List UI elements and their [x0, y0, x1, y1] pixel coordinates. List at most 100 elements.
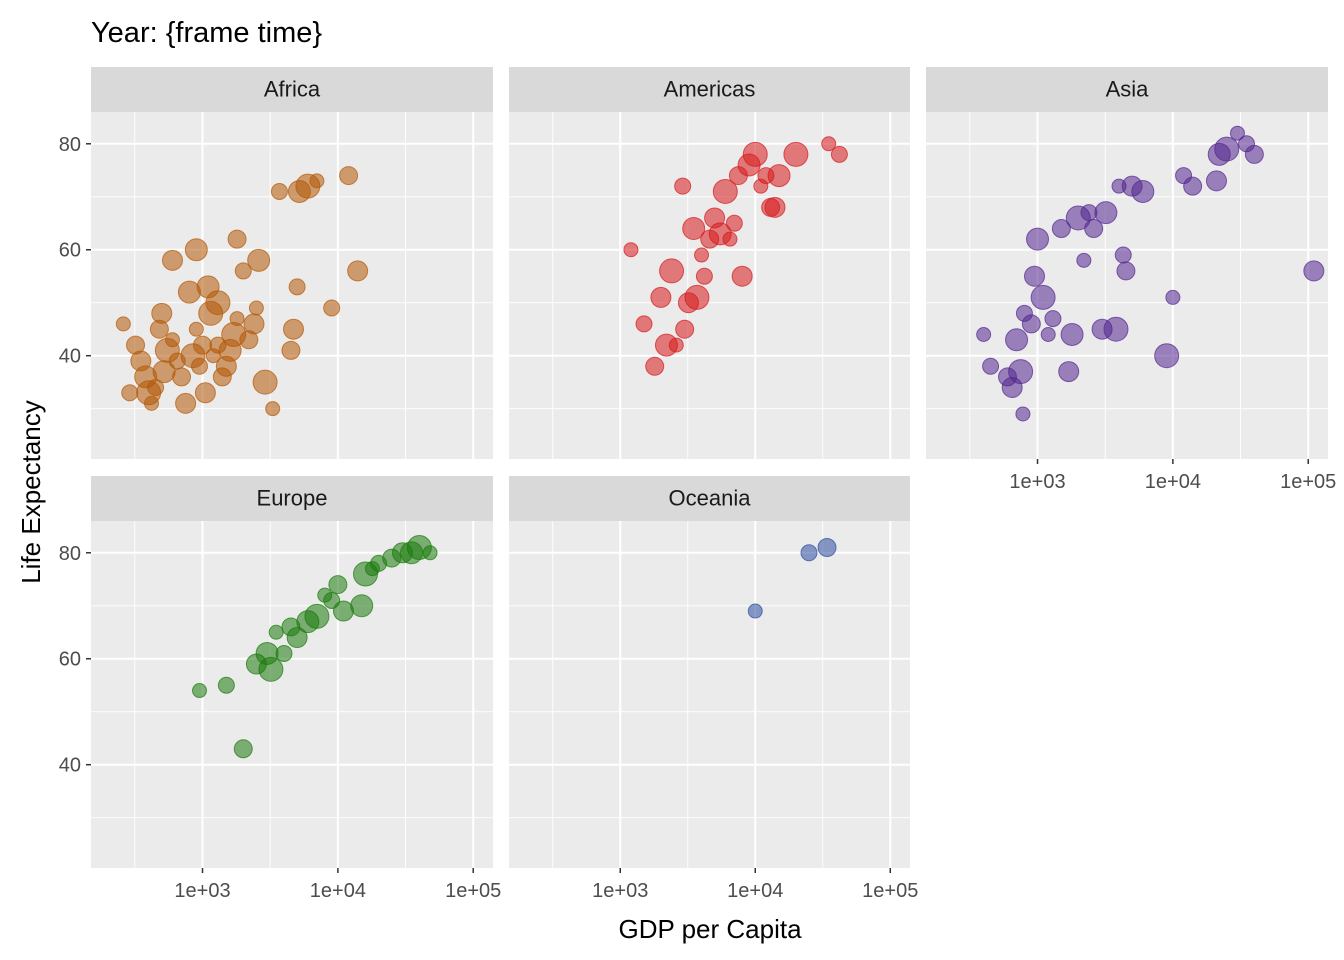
- data-point: [1131, 179, 1155, 203]
- data-point: [747, 603, 763, 619]
- data-point: [684, 284, 710, 310]
- data-point: [1060, 323, 1084, 347]
- data-point: [1015, 406, 1031, 422]
- data-point: [243, 313, 265, 335]
- facet-europe: Europe: [91, 476, 493, 868]
- data-point: [275, 644, 293, 662]
- facet-label-asia: Asia: [1106, 77, 1150, 102]
- data-point: [694, 247, 710, 263]
- data-point: [830, 145, 848, 163]
- points-africa: [115, 166, 369, 417]
- data-point: [1040, 327, 1056, 343]
- data-point: [309, 173, 325, 189]
- data-point: [328, 575, 348, 595]
- data-point: [722, 231, 738, 247]
- data-point: [1084, 219, 1104, 239]
- data-point: [1303, 260, 1325, 282]
- data-point: [682, 217, 706, 241]
- data-point: [323, 299, 341, 317]
- facet-asia: Asia: [926, 67, 1328, 459]
- data-point: [1005, 328, 1029, 352]
- data-point: [281, 340, 301, 360]
- data-point: [147, 378, 165, 396]
- data-point: [767, 164, 791, 188]
- data-point: [1044, 310, 1062, 328]
- data-point: [172, 367, 192, 387]
- data-point: [742, 141, 768, 167]
- data-point: [217, 676, 235, 694]
- data-point: [347, 260, 369, 282]
- data-point: [1244, 144, 1264, 164]
- x-tick-label: 1e+04: [310, 880, 366, 902]
- data-point: [350, 594, 374, 618]
- data-point: [282, 318, 304, 340]
- data-point: [229, 311, 245, 327]
- y-tick-label: 60: [59, 649, 81, 671]
- data-point: [1165, 289, 1181, 305]
- x-tick-label: 1e+05: [445, 880, 501, 902]
- data-point: [268, 624, 284, 640]
- y-axis-title: Life Expectancy: [16, 400, 46, 584]
- data-point: [1103, 316, 1129, 342]
- data-point: [184, 238, 208, 262]
- data-point: [1051, 219, 1071, 239]
- data-point: [1076, 252, 1092, 268]
- data-point: [234, 262, 252, 280]
- data-point: [188, 321, 204, 337]
- data-point: [783, 141, 809, 167]
- data-point: [645, 356, 665, 376]
- panel-background-europe: [91, 521, 493, 868]
- data-point: [247, 248, 271, 272]
- x-tick-label: 1e+03: [174, 880, 230, 902]
- y-tick-label: 60: [59, 240, 81, 262]
- x-tick-label: 1e+04: [727, 880, 783, 902]
- data-point: [205, 290, 231, 316]
- data-point: [1114, 246, 1132, 264]
- data-point: [1154, 343, 1180, 369]
- data-point: [1214, 136, 1240, 162]
- data-point: [1116, 261, 1136, 281]
- data-point: [668, 337, 684, 353]
- facet-strip-europe: [91, 476, 493, 521]
- data-point: [982, 357, 1000, 375]
- data-point: [270, 182, 288, 200]
- y-tick-label: 40: [59, 755, 81, 777]
- points-americas: [623, 136, 848, 376]
- data-point: [233, 739, 253, 759]
- data-point: [115, 316, 131, 332]
- data-point: [422, 545, 438, 561]
- data-point: [976, 327, 992, 343]
- x-tick-label: 1e+04: [1145, 471, 1201, 493]
- data-point: [1026, 227, 1050, 251]
- data-point: [712, 178, 738, 204]
- data-point: [695, 267, 713, 285]
- facet-strip-oceania: [509, 476, 910, 521]
- data-point: [161, 249, 183, 271]
- panel-background-asia: [926, 112, 1328, 459]
- x-tick-label: 1e+03: [592, 880, 648, 902]
- facet-strip-asia: [926, 67, 1328, 112]
- x-tick-label: 1e+05: [1280, 471, 1336, 493]
- x-axis-title: GDP per Capita: [618, 914, 802, 944]
- data-point: [164, 332, 180, 348]
- panel-background-americas: [509, 112, 910, 459]
- data-point: [265, 401, 281, 417]
- data-point: [194, 382, 216, 404]
- data-point: [258, 656, 284, 682]
- data-point: [121, 384, 139, 402]
- data-point: [288, 278, 306, 296]
- points-europe: [192, 534, 438, 759]
- data-point: [304, 603, 330, 629]
- data-point: [1094, 201, 1118, 225]
- data-point: [192, 683, 208, 699]
- chart-title: Year: {frame time}: [91, 17, 322, 49]
- data-point: [248, 300, 264, 316]
- data-point: [659, 258, 685, 284]
- x-tick-label: 1e+05: [862, 880, 918, 902]
- facet-strip-africa: [91, 67, 493, 112]
- y-tick-label: 80: [59, 134, 81, 156]
- facet-panels: Africa Americas Asia Europe Oceania: [91, 67, 1328, 868]
- data-point: [725, 214, 743, 232]
- data-point: [674, 177, 692, 195]
